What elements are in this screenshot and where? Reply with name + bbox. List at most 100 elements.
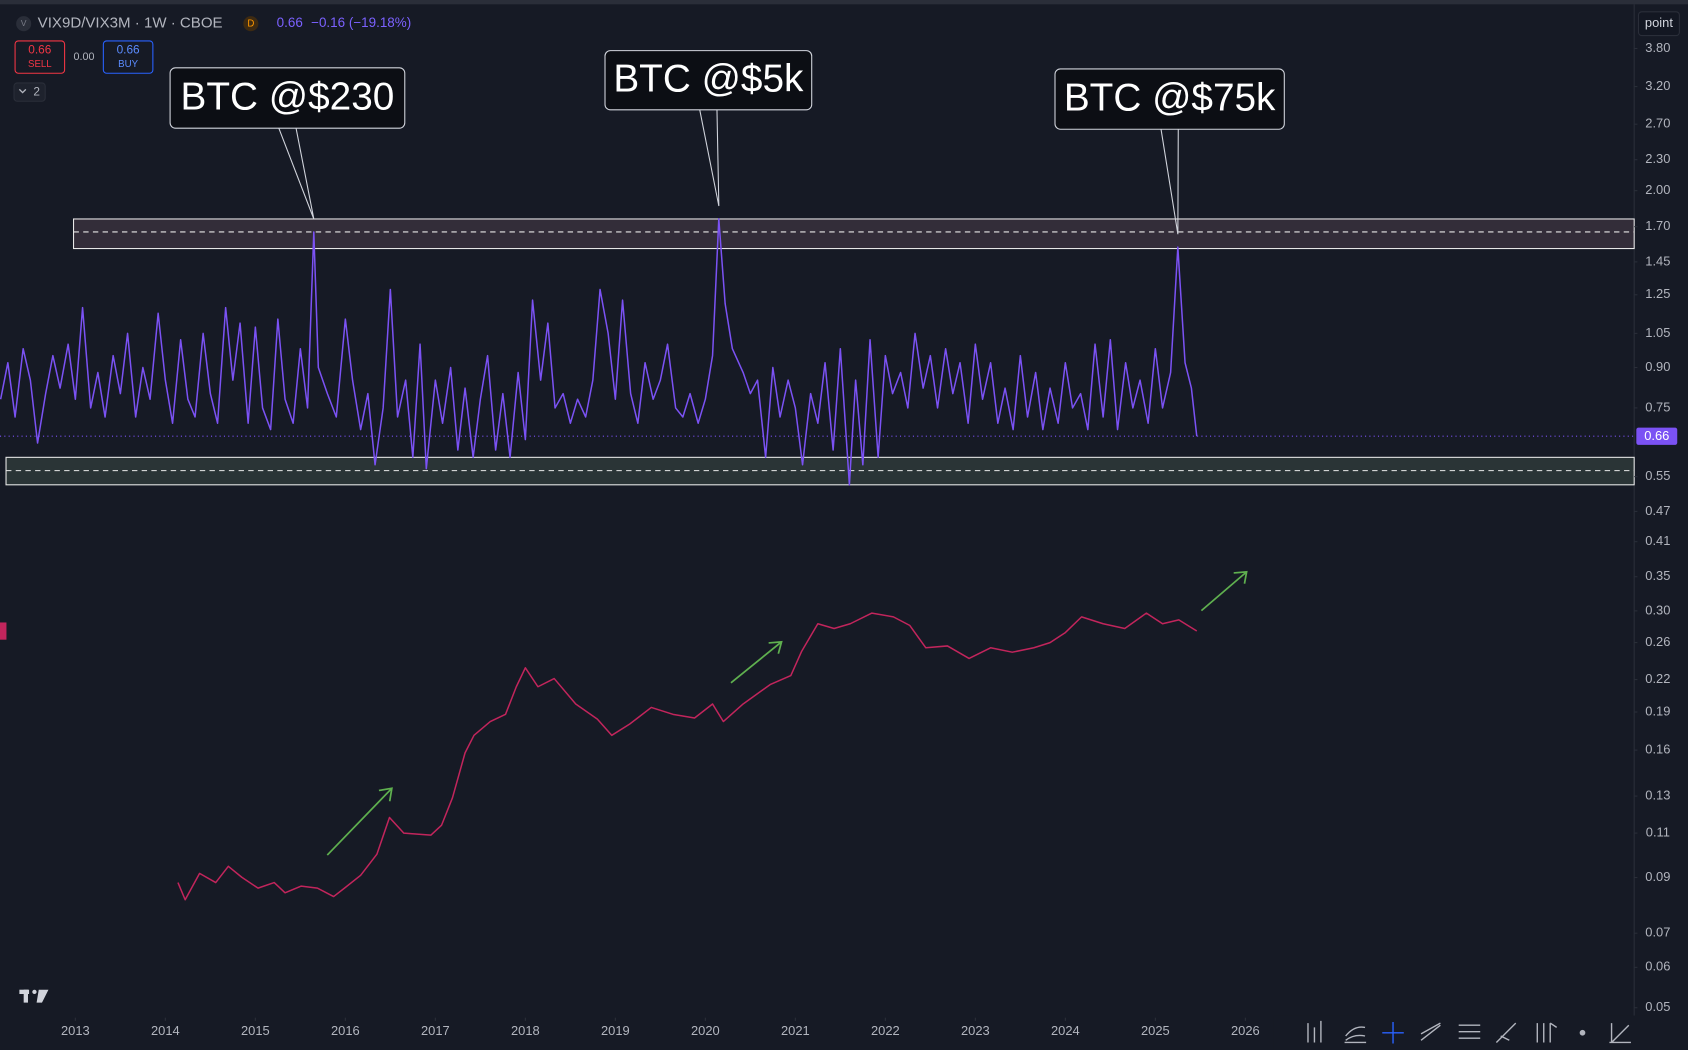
y-tick-label: 1.45 [1645, 253, 1670, 268]
y-tick-label: 0.75 [1645, 399, 1670, 414]
x-tick-label: 2020 [691, 1023, 720, 1038]
y-tick-label: 1.05 [1645, 325, 1670, 340]
last-price-label: 0.66 [1644, 428, 1669, 443]
y-tick-label: 0.16 [1645, 741, 1670, 756]
y-tick-label: 2.30 [1645, 151, 1670, 166]
y-tick-label: 0.30 [1645, 602, 1670, 617]
y-tick-label: 3.20 [1645, 78, 1670, 93]
logo-part [32, 989, 37, 994]
quote: 0.66 [277, 15, 303, 30]
tool-icon[interactable] [1495, 1022, 1517, 1043]
spread: 0.00 [74, 51, 95, 63]
tool-icon[interactable] [1609, 1023, 1631, 1044]
y-tick-label: 0.22 [1645, 671, 1670, 686]
x-tick-label: 2017 [421, 1023, 450, 1038]
logo-part [23, 989, 28, 1003]
sell-label: SELL [28, 59, 52, 70]
y-tick-label: 2.70 [1645, 116, 1670, 131]
arrow-head [1233, 570, 1248, 584]
plot-area: BTC @$230 BTC @$5k BTC @$75k [0, 50, 1635, 901]
callout-box [1054, 68, 1285, 130]
badge-bg [243, 16, 259, 32]
x-tick-label: 2021 [781, 1023, 810, 1038]
tool-icon[interactable] [1382, 1022, 1404, 1044]
indicator-count: 2 [33, 85, 40, 99]
y-tick-label: 0.07 [1645, 925, 1670, 940]
callout-pointer [278, 127, 315, 220]
callout-pointer [699, 109, 720, 207]
callout-text: BTC @$230 [181, 75, 395, 118]
buy-label: BUY [118, 59, 138, 70]
sell-price: 0.66 [28, 43, 51, 57]
series-line [0, 218, 1198, 486]
x-tick-label: 2015 [241, 1023, 270, 1038]
x-tick-label: 2019 [601, 1023, 630, 1038]
tool-icon[interactable] [1420, 1022, 1441, 1041]
mode-button-bg[interactable] [1637, 11, 1680, 37]
callout-box [169, 67, 406, 129]
y-tick-label: 0.05 [1645, 999, 1670, 1014]
drawing-toolbar [1273, 1015, 1688, 1050]
y-tick-label: 0.06 [1645, 959, 1670, 974]
callout-text: BTC @$5k [613, 58, 804, 101]
x-tick-label: 2025 [1141, 1023, 1170, 1038]
arrow [1200, 571, 1248, 612]
chart-title[interactable]: VIX9D/VIX3M · 1W · CBOE [38, 15, 223, 32]
x-tick-label: 2024 [1051, 1023, 1080, 1038]
arrow [730, 641, 783, 684]
y-tick-label: 0.90 [1645, 359, 1670, 374]
symbol-icon: V [21, 18, 27, 28]
y-tick-label: 0.13 [1645, 787, 1670, 802]
session-badge: D [247, 18, 254, 29]
buy-price: 0.66 [117, 43, 140, 57]
tool-icon[interactable] [1344, 1026, 1367, 1044]
y-tick-label: 0.35 [1645, 568, 1670, 583]
x-tick-label: 2023 [961, 1023, 990, 1038]
y-tick-label: 1.25 [1645, 286, 1670, 301]
y-tick-label: 3.80 [1645, 40, 1670, 55]
band [72, 218, 1635, 250]
x-tick-label: 2026 [1231, 1023, 1260, 1038]
y-tick-label: 0.11 [1646, 824, 1670, 839]
y-tick-label: 0.41 [1645, 533, 1670, 548]
series-line [177, 612, 1198, 901]
y-tick-label: 0.47 [1645, 503, 1670, 518]
x-tick-label: 2018 [511, 1023, 540, 1038]
x-tick-label: 2022 [871, 1023, 900, 1038]
arrow-head [768, 640, 783, 654]
x-tick-label: 2013 [61, 1023, 90, 1038]
tool-icon[interactable] [1307, 1020, 1322, 1043]
indicator-toggle[interactable] [13, 82, 46, 102]
x-tick-label: 2016 [331, 1023, 360, 1038]
y-tick-label: 0.09 [1645, 869, 1670, 884]
toolbar-bg [1273, 1015, 1688, 1050]
y-tick-label: 2.00 [1645, 182, 1670, 197]
logo [19, 989, 49, 1003]
left-marker [0, 622, 7, 640]
trend-arrows [326, 570, 1248, 856]
tool-icon[interactable] [1579, 1029, 1586, 1036]
x-tick-label: 2014 [151, 1023, 180, 1038]
callout-text: BTC @$75k [1064, 76, 1276, 119]
y-tick-label: 0.26 [1645, 634, 1670, 649]
last-price-tag [1636, 427, 1678, 445]
symbol-icon-bg [16, 16, 32, 32]
y-tick-label: 0.55 [1645, 468, 1670, 483]
mode-button[interactable]: point [1645, 15, 1673, 30]
arrow-head [378, 787, 393, 802]
callout-box [604, 50, 813, 111]
logo-part [36, 989, 49, 1003]
callout-pointer [1160, 129, 1179, 235]
y-tick-label: 0.19 [1645, 703, 1670, 718]
change: −0.16 (−19.18%) [311, 15, 411, 30]
tool-icon[interactable] [1536, 1022, 1558, 1043]
buy-button[interactable] [102, 40, 154, 74]
top-bar [0, 0, 1688, 5]
y-tick-label: 1.70 [1645, 218, 1670, 233]
sell-button[interactable] [14, 40, 66, 74]
arrow [326, 787, 393, 856]
chevron [18, 88, 27, 94]
tool-icon[interactable] [1458, 1024, 1481, 1039]
